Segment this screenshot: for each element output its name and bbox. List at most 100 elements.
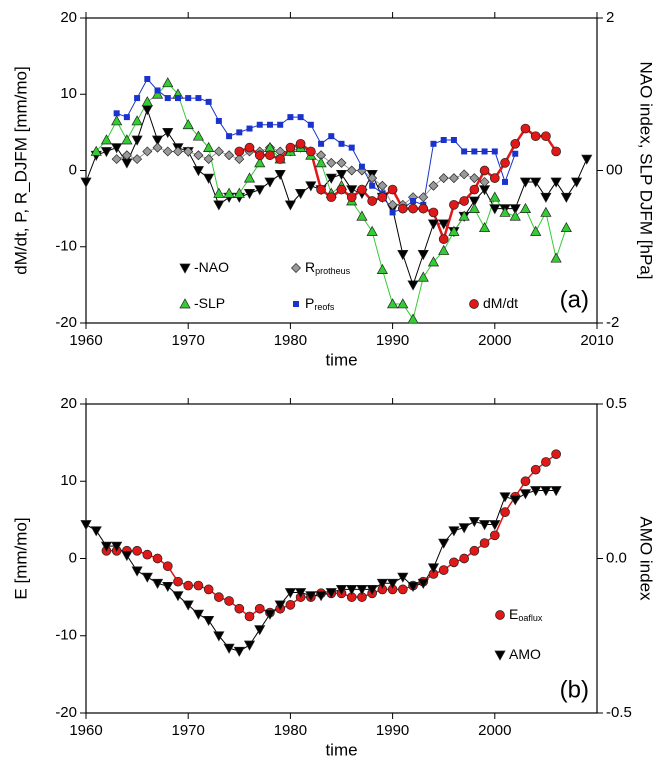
marker: [489, 520, 501, 531]
marker: [265, 150, 275, 161]
marker: [315, 157, 327, 168]
marker: [478, 221, 491, 233]
marker: [328, 133, 335, 140]
marker: [90, 526, 102, 537]
marker: [560, 221, 572, 233]
legend-label: Preofs: [305, 295, 335, 313]
y-tick-label: -20: [55, 314, 77, 331]
x-tick-label: 1990: [376, 332, 409, 349]
marker: [387, 298, 399, 309]
marker: [80, 177, 92, 188]
marker: [195, 95, 202, 102]
marker: [509, 204, 521, 215]
marker: [203, 141, 215, 152]
marker: [520, 476, 531, 487]
marker: [162, 128, 174, 139]
plot-frame: [85, 403, 598, 714]
marker: [192, 609, 205, 620]
marker: [111, 154, 122, 165]
marker: [367, 173, 378, 184]
x-tick-label: 2010: [580, 332, 613, 349]
marker: [458, 523, 470, 534]
marker: [366, 225, 378, 236]
marker: [325, 173, 337, 184]
marker: [234, 146, 245, 157]
marker: [284, 588, 296, 599]
marker: [509, 495, 521, 506]
marker: [226, 133, 233, 140]
marker: [236, 129, 243, 136]
marker: [449, 199, 459, 210]
marker: [172, 146, 183, 157]
marker: [520, 123, 531, 134]
marker: [193, 150, 204, 161]
marker: [183, 580, 194, 591]
x-tick-label: 1980: [274, 332, 307, 349]
panel-label: (a): [560, 286, 589, 313]
x-tick-label: 1960: [69, 332, 102, 349]
marker: [469, 184, 480, 195]
marker: [295, 138, 306, 149]
marker: [275, 154, 286, 164]
marker: [469, 545, 480, 556]
legend-subscript: oaflux: [518, 613, 543, 623]
marker: [417, 271, 429, 282]
marker: [550, 486, 562, 497]
marker: [418, 203, 429, 214]
legend-name: E: [509, 606, 518, 622]
marker: [113, 110, 120, 117]
marker: [174, 95, 181, 102]
marker: [448, 526, 460, 537]
marker: [154, 87, 161, 94]
marker: [205, 98, 212, 105]
y-tick-label: 20: [60, 9, 77, 26]
marker: [295, 189, 307, 200]
y-tick-label: 20: [60, 395, 77, 412]
y-axis-title: dM/dt, P, R_DJFM [mm/mo]: [11, 66, 30, 274]
marker: [519, 489, 532, 500]
x-tick-label: 1980: [274, 722, 307, 739]
marker: [172, 591, 184, 602]
marker: [541, 131, 551, 142]
panel-label: (b): [560, 676, 589, 703]
marker: [233, 646, 245, 657]
legend-label: -SLP: [194, 295, 225, 311]
marker: [213, 631, 225, 642]
marker: [540, 206, 552, 217]
x-tick-label: 1960: [69, 722, 102, 739]
marker: [438, 565, 449, 575]
marker: [215, 117, 222, 124]
marker: [530, 486, 542, 497]
marker: [550, 252, 562, 263]
marker: [397, 203, 408, 214]
legend-label: Rprotheus: [305, 259, 351, 277]
marker: [233, 187, 245, 198]
marker: [335, 585, 348, 596]
marker: [519, 177, 532, 188]
marker: [162, 561, 173, 572]
marker: [151, 578, 164, 589]
marker: [162, 77, 174, 88]
marker: [100, 134, 113, 145]
y-tick-label: -10: [55, 238, 77, 255]
marker: [551, 146, 561, 157]
y-tick-label: 0: [69, 549, 77, 566]
marker: [173, 576, 183, 587]
marker: [307, 121, 314, 128]
marker: [151, 88, 164, 99]
marker: [408, 203, 418, 214]
marker: [121, 134, 133, 145]
marker: [244, 142, 255, 153]
marker: [234, 603, 245, 614]
marker: [80, 520, 92, 531]
x-tick-label: 1970: [172, 722, 205, 739]
y2-tick-label: -0.5: [606, 704, 632, 721]
marker: [264, 609, 276, 620]
marker: [182, 600, 194, 611]
marker: [581, 154, 593, 165]
legend-swatch: [179, 298, 191, 309]
marker: [244, 611, 255, 622]
marker: [540, 486, 552, 497]
marker: [468, 202, 480, 213]
